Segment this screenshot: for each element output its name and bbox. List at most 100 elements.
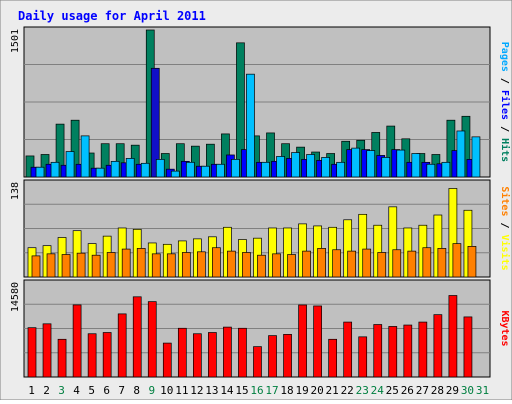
bar-hits-day-7 <box>115 143 125 178</box>
bar-pages-day-29 <box>456 130 466 178</box>
bar-kbytes-day-30 <box>463 316 473 378</box>
bar-pages-day-22 <box>351 147 361 178</box>
bar-kbytes-day-19 <box>298 304 307 378</box>
x-tick-day-29: 29 <box>446 384 459 397</box>
legend-part-1: / <box>499 72 510 90</box>
bar-pages-day-23 <box>366 150 376 178</box>
x-tick-day-1: 1 <box>28 384 35 397</box>
bar-pages-day-5 <box>95 167 105 178</box>
panel-bottom-legend: KBytes <box>499 310 510 346</box>
bar-sites-day-16 <box>257 254 266 278</box>
legend-part-4: Hits <box>499 138 511 162</box>
x-tick-day-2: 2 <box>43 384 50 397</box>
x-tick-day-27: 27 <box>416 384 429 397</box>
x-tick-day-12: 12 <box>190 384 203 397</box>
bar-hits-day-12 <box>191 145 200 178</box>
bar-sites-day-26 <box>407 250 417 278</box>
x-tick-day-18: 18 <box>280 384 293 397</box>
bar-sites-day-28 <box>437 248 447 278</box>
bar-kbytes-day-14 <box>223 326 232 378</box>
x-tick-day-5: 5 <box>88 384 95 397</box>
bar-kbytes-day-23 <box>358 336 368 378</box>
bar-kbytes-day-8 <box>132 296 142 378</box>
chart-title: Daily usage for April 2011 <box>18 9 206 23</box>
legend-part-0: Sites <box>499 186 511 216</box>
bar-kbytes-day-9 <box>147 301 157 378</box>
bar-kbytes-day-17 <box>268 335 277 378</box>
bar-pages-day-6 <box>110 160 120 178</box>
bar-pages-day-10 <box>170 170 180 178</box>
bar-pages-day-8 <box>140 162 150 178</box>
bar-sites-day-22 <box>347 250 357 278</box>
panel-bottom-ymax-label: 14580 <box>10 282 21 312</box>
bar-sites-day-20 <box>317 248 326 278</box>
bar-kbytes-day-28 <box>433 314 443 378</box>
bar-kbytes-day-11 <box>177 327 187 378</box>
panel-bottom: 14580 KBytes <box>10 279 510 378</box>
bar-kbytes-day-18 <box>283 334 292 378</box>
bar-pages-day-3 <box>65 151 75 178</box>
bar-sites-day-10 <box>166 253 176 278</box>
bar-sites-day-11 <box>181 252 191 278</box>
bar-sites-day-3 <box>61 254 71 278</box>
bar-pages-day-9 <box>155 159 165 178</box>
x-tick-day-9: 9 <box>148 384 155 397</box>
x-tick-day-25: 25 <box>386 384 399 397</box>
panel-middle-legend: Sites / Visits <box>499 186 511 270</box>
x-tick-day-14: 14 <box>220 384 234 397</box>
panels-layer: 1501 Pages / Files / Hits 138 Sites / Visit… <box>10 26 511 378</box>
bar-kbytes-day-15 <box>238 327 247 378</box>
bar-kbytes-day-7 <box>117 313 127 378</box>
x-tick-day-17: 17 <box>265 384 278 397</box>
bar-pages-day-1 <box>35 166 45 178</box>
bar-kbytes-day-21 <box>328 338 337 378</box>
bar-sites-day-27 <box>422 247 432 278</box>
bar-kbytes-day-10 <box>162 342 172 378</box>
bar-kbytes-day-26 <box>403 324 413 378</box>
bar-pages-day-28 <box>441 161 451 178</box>
bar-kbytes-day-20 <box>313 305 322 378</box>
legend-part-0: Pages <box>499 42 510 72</box>
x-tick-day-10: 10 <box>160 384 173 397</box>
x-tick-day-22: 22 <box>341 384 354 397</box>
bar-hits-day-3 <box>55 123 65 178</box>
bar-hits-day-13 <box>206 143 215 178</box>
legend-part-1: / <box>499 216 510 234</box>
bar-sites-day-30 <box>467 246 477 278</box>
bar-sites-day-1 <box>31 255 41 278</box>
panel-top-legend: Pages / Files / Hits <box>499 42 511 162</box>
bar-kbytes-day-2 <box>42 323 52 378</box>
bar-kbytes-day-24 <box>373 324 383 378</box>
bar-pages-day-26 <box>411 153 421 178</box>
bar-kbytes-day-4 <box>72 304 82 378</box>
panel-top-ymax-label: 1501 <box>10 29 21 53</box>
bar-sites-day-8 <box>136 248 146 278</box>
bar-sites-day-13 <box>212 247 221 278</box>
bar-hits-day-1 <box>25 155 35 178</box>
x-tick-day-24: 24 <box>371 384 385 397</box>
x-tick-day-23: 23 <box>356 384 369 397</box>
bar-hits-day-11 <box>175 143 185 178</box>
bar-kbytes-day-5 <box>87 333 97 378</box>
bar-pages-day-25 <box>396 149 406 178</box>
bar-sites-day-29 <box>452 243 462 278</box>
bar-sites-day-7 <box>121 248 131 278</box>
panel-top: 1501 Pages / Files / Hits <box>10 26 511 178</box>
bar-files-day-9 <box>150 67 160 178</box>
x-tick-day-13: 13 <box>205 384 218 397</box>
bar-pages-day-21 <box>336 161 345 178</box>
bar-pages-day-2 <box>50 161 60 178</box>
bar-pages-day-30 <box>471 136 481 178</box>
x-tick-day-7: 7 <box>118 384 125 397</box>
bar-sites-day-19 <box>302 250 311 278</box>
bar-sites-day-2 <box>46 253 56 278</box>
bar-sites-day-6 <box>106 252 116 278</box>
bar-kbytes-day-22 <box>343 321 353 378</box>
bar-kbytes-day-3 <box>57 338 67 378</box>
bar-kbytes-day-6 <box>102 332 112 378</box>
x-tick-day-19: 19 <box>295 384 308 397</box>
legend-part-3: / <box>499 120 510 138</box>
x-tick-day-11: 11 <box>175 384 188 397</box>
x-tick-day-30: 30 <box>461 384 474 397</box>
x-tick-day-8: 8 <box>133 384 140 397</box>
